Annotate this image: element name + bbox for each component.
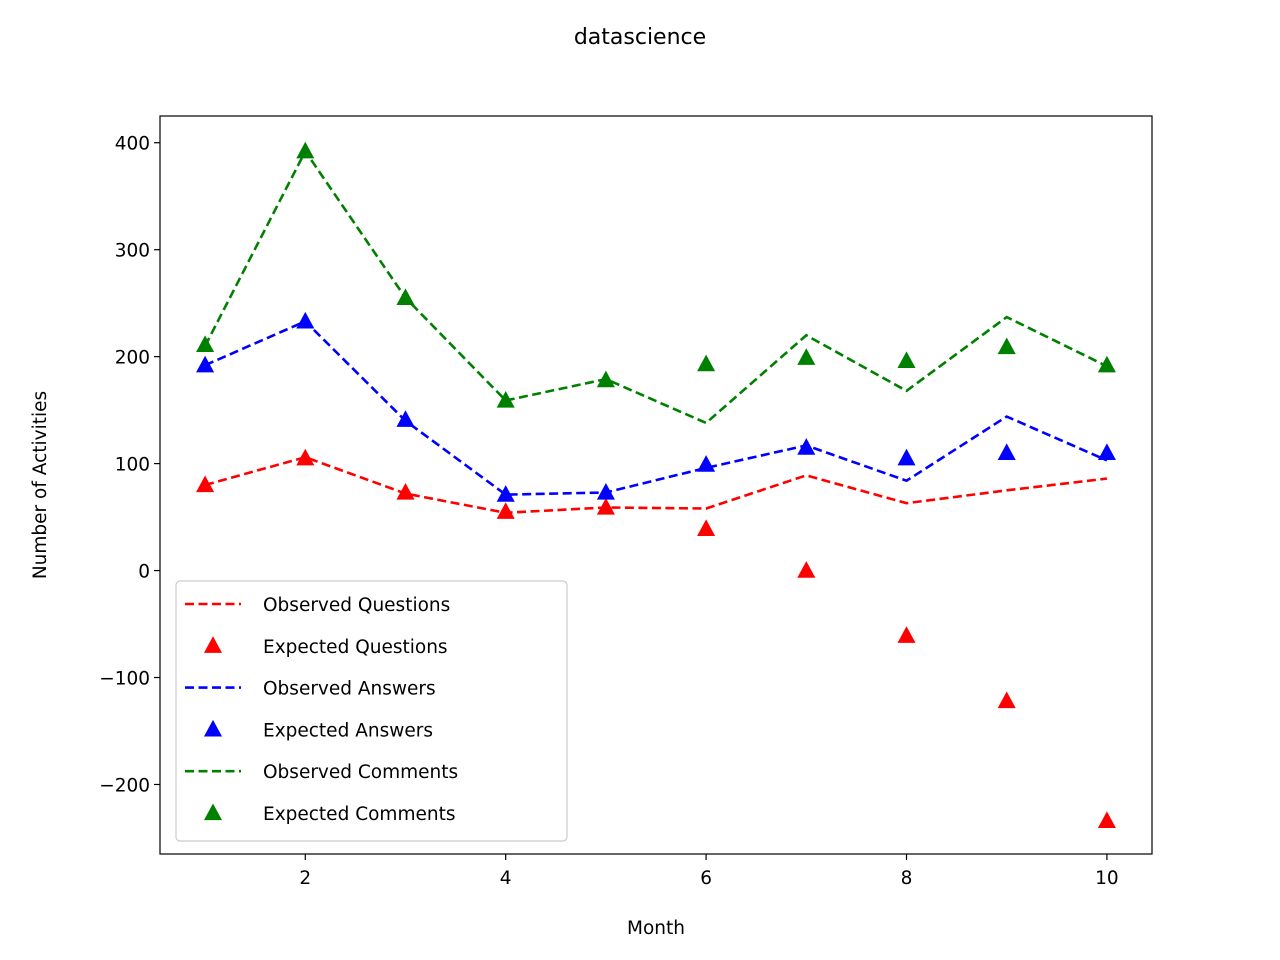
x-tick-label: 10 [1095,868,1119,889]
expected-comments-point [1097,355,1116,373]
expected-comments-point [196,335,215,353]
legend-label-observed-questions: Observed Questions [263,595,450,616]
expected-answers-point [496,485,515,502]
legend-label-expected-comments: Expected Comments [263,804,455,825]
legend-swatch-expected-questions [203,636,223,653]
expected-answers-point [596,482,615,500]
legend: Observed Questions Expected Questions Obse… [175,580,568,842]
expected-comments-point [697,354,716,372]
expected-questions-point [596,497,615,515]
y-tick-label: −100 [99,669,150,690]
legend-label-observed-comments: Observed Comments [263,762,458,783]
expected-answers-point [797,438,816,455]
expected-questions-point [797,561,816,578]
expected-questions-point [296,448,315,466]
expected-comments-point [997,337,1016,355]
y-tick-label: 200 [115,348,150,369]
observed-questions-line [204,455,1108,515]
x-tick-label: 4 [500,868,512,889]
y-axis-label: Number of Activities [30,391,51,579]
expected-answers-point [196,355,215,373]
y-tick-label: 100 [115,455,150,476]
expected-answers-point [296,311,315,329]
expected-comments-point [396,288,415,305]
y-tick-label: 300 [115,241,150,262]
legend-swatch-expected-comments [203,803,223,821]
plot-frame [159,115,1153,855]
expected-comments-point [596,370,615,388]
expected-questions-point [697,519,716,536]
legend-label-observed-answers: Observed Answers [263,679,436,700]
legend-box [175,580,568,842]
expected-questions-point [196,475,215,493]
expected-comments-point [296,141,315,159]
axis-ticks: 2 4 6 8 10 −200 −100 0 100 200 300 400 [99,134,1118,889]
legend-label-expected-answers: Expected Answers [263,720,433,741]
expected-answers-point [897,448,916,466]
expected-answers-point [997,443,1016,461]
legend-label-expected-questions: Expected Questions [263,637,448,658]
y-tick-label: 0 [138,562,150,583]
y-tick-label: 400 [115,134,150,155]
expected-comments-point [897,351,916,369]
series-layer [196,141,1116,828]
expected-comments-point [496,391,515,408]
x-axis-label: Month [627,918,685,939]
expected-questions-point [897,626,916,643]
legend-swatch-expected-answers [203,719,223,737]
chart-title: datascience [574,25,706,50]
expected-questions-point [496,502,515,519]
expected-answers-point [1097,443,1116,461]
x-tick-label: 6 [700,868,712,889]
expected-questions-point [1097,811,1116,828]
expected-questions-point [997,691,1016,709]
observed-comments-line [203,148,1108,425]
expected-answers-point [697,455,716,472]
observed-answers-line [204,319,1108,496]
expected-comments-point [797,348,816,365]
x-tick-label: 2 [299,868,311,889]
expected-questions-point [396,482,415,500]
expected-answers-point [396,410,415,427]
x-tick-label: 8 [901,868,913,889]
y-tick-label: −200 [99,775,150,796]
